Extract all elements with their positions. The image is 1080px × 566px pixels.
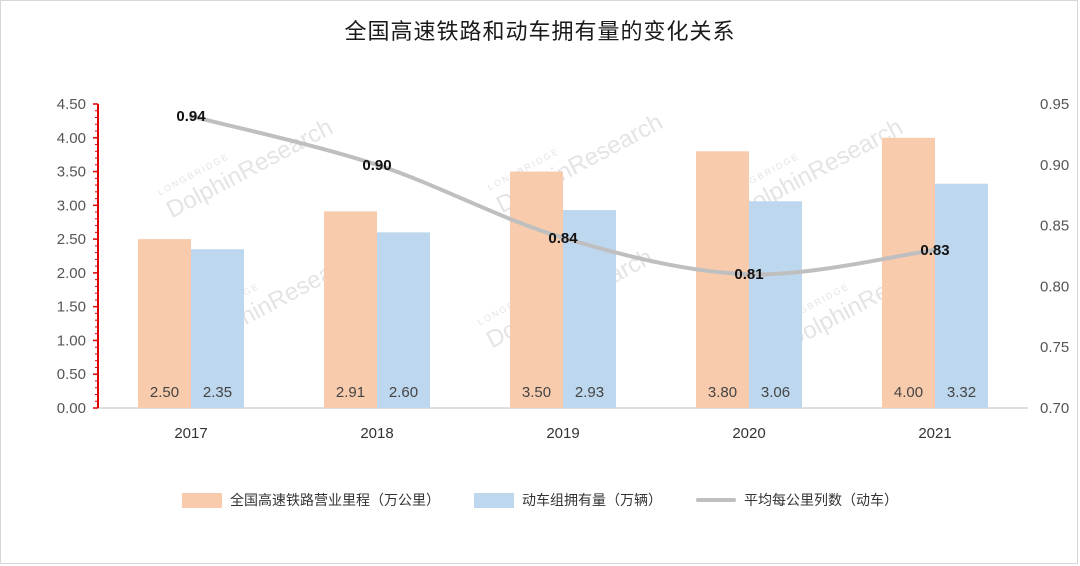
legend-item-rail-mileage: 全国高速铁路营业里程（万公里）	[182, 490, 440, 510]
line-label-trains-per-km: 0.90	[362, 157, 391, 174]
left-axis-tick-label: 3.00	[57, 197, 86, 214]
left-axis-tick-label: 2.00	[57, 265, 86, 282]
bar-label-emu-count: 3.06	[761, 384, 790, 401]
legend-item-emu-count: 动车组拥有量（万辆）	[474, 490, 662, 510]
left-axis-tick-label: 4.50	[57, 96, 86, 113]
line-label-trains-per-km: 0.84	[548, 230, 578, 247]
bar-emu-count	[563, 210, 616, 408]
x-axis-tick-label: 2020	[732, 425, 765, 442]
left-axis-tick-label: 4.00	[57, 130, 86, 147]
legend-label-trains-per-km: 平均每公里列数（动车）	[744, 493, 898, 509]
bar-emu-count	[377, 232, 430, 408]
legend-swatch-emu-count	[474, 492, 514, 508]
left-axis-tick-label: 1.00	[57, 332, 86, 349]
line-label-trains-per-km: 0.81	[734, 266, 763, 283]
right-axis-tick-label: 0.70	[1040, 400, 1069, 417]
right-axis-tick-label: 0.95	[1040, 96, 1069, 113]
x-axis-tick-label: 2018	[360, 425, 393, 442]
legend-swatch-trains-per-km	[696, 498, 736, 502]
bars: 2.50 2.35 2.91 2.60 3.50 2.93 3.80 3.06 4.00 3.32	[138, 137, 988, 409]
right-axis-tick-label: 0.75	[1040, 339, 1069, 356]
bar-label-rail-mileage: 2.91	[336, 384, 365, 401]
right-axis-tick-label: 0.90	[1040, 157, 1069, 174]
bar-rail-mileage	[324, 211, 377, 408]
line-trains-per-km	[189, 114, 937, 277]
left-axis-tick-label: 1.50	[57, 299, 86, 316]
legend-label-rail-mileage: 全国高速铁路营业里程（万公里）	[230, 493, 440, 509]
bar-label-rail-mileage: 2.50	[150, 384, 179, 401]
line-layer: 0.94 0.90 0.84 0.81 0.83	[176, 108, 949, 283]
line-label-trains-per-km: 0.94	[176, 108, 206, 125]
chart-title: 全国高速铁路和动车拥有量的变化关系	[344, 20, 736, 45]
left-axis-tick-label: 3.50	[57, 164, 86, 181]
bar-label-rail-mileage: 3.50	[522, 384, 551, 401]
left-axis-tick-label: 2.50	[57, 231, 86, 248]
x-axis-tick-label: 2021	[918, 425, 951, 442]
bar-rail-mileage	[696, 151, 749, 409]
bar-label-emu-count: 2.35	[203, 384, 232, 401]
bar-emu-count	[749, 201, 802, 408]
legend-item-trains-per-km: 平均每公里列数（动车）	[696, 490, 898, 510]
bar-label-emu-count: 2.60	[389, 384, 418, 401]
legend-swatch-rail-mileage	[182, 492, 222, 508]
bar-emu-count	[935, 183, 988, 408]
x-axis-tick-label: 2017	[174, 425, 207, 442]
right-axis-tick-label: 0.80	[1040, 278, 1069, 295]
bar-label-rail-mileage: 3.80	[708, 384, 737, 401]
bar-rail-mileage	[882, 137, 935, 408]
bar-rail-mileage	[138, 239, 191, 408]
bar-rail-mileage	[510, 171, 563, 408]
left-axis-tick-label: 0.00	[57, 400, 86, 417]
right-axis-tick-label: 0.85	[1040, 218, 1069, 235]
x-axis-tick-label: 2019	[546, 425, 579, 442]
left-axis-tick-label: 0.50	[57, 366, 86, 383]
legend: 全国高速铁路营业里程（万公里） 动车组拥有量（万辆） 平均每公里列数（动车）	[0, 490, 1080, 510]
bar-label-emu-count: 2.93	[575, 384, 604, 401]
bar-label-rail-mileage: 4.00	[894, 384, 923, 401]
legend-label-emu-count: 动车组拥有量（万辆）	[522, 493, 662, 509]
line-label-trains-per-km: 0.83	[920, 242, 949, 259]
bar-emu-count	[191, 249, 244, 408]
bar-label-emu-count: 3.32	[947, 384, 976, 401]
